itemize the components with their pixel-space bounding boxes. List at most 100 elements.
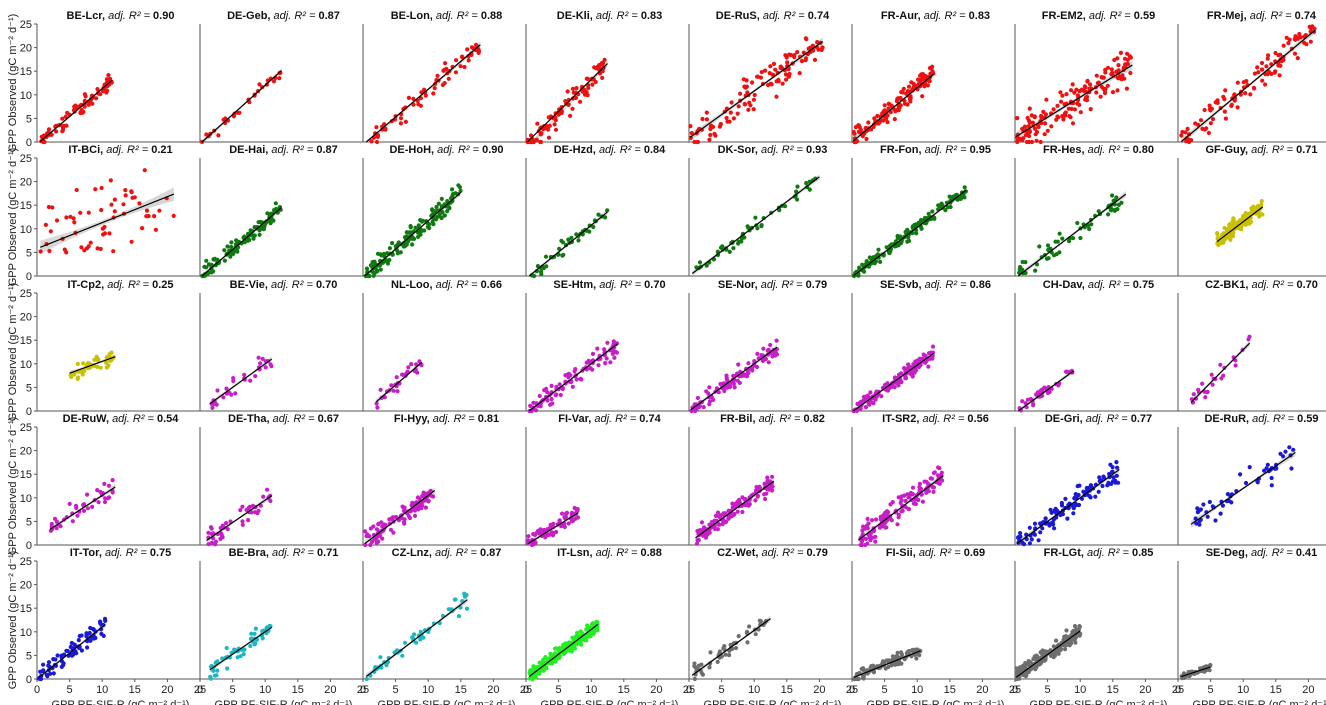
data-point xyxy=(785,60,790,65)
data-point xyxy=(565,89,570,94)
data-point xyxy=(209,540,214,545)
data-point xyxy=(1034,129,1040,135)
data-point xyxy=(692,139,697,145)
data-point xyxy=(604,356,609,361)
data-point xyxy=(910,648,915,653)
data-point xyxy=(1297,31,1302,37)
data-point xyxy=(1075,93,1080,98)
data-point xyxy=(900,90,905,95)
data-point xyxy=(426,498,431,503)
data-point xyxy=(456,614,462,619)
data-point xyxy=(390,241,395,246)
data-point xyxy=(795,184,800,189)
data-point xyxy=(871,124,876,129)
data-point xyxy=(380,536,385,541)
data-point xyxy=(54,526,59,531)
data-point xyxy=(746,107,751,112)
x-tick-label: 5 xyxy=(556,684,562,696)
data-point xyxy=(863,405,869,410)
data-point xyxy=(242,240,247,245)
data-point xyxy=(730,646,735,652)
data-point xyxy=(1032,532,1037,537)
data-point xyxy=(898,234,903,239)
data-point xyxy=(229,244,234,250)
data-point xyxy=(930,69,935,74)
panel-title: DE-RuS, adj. R² = 0.74 xyxy=(716,10,830,22)
data-point xyxy=(1045,390,1050,396)
data-point xyxy=(962,195,967,200)
data-point xyxy=(1179,133,1184,138)
data-point xyxy=(1052,253,1057,258)
panel-fr-hes: FR-Hes, adj. R² = 0.80 xyxy=(1014,144,1178,277)
x-tick-label: 25 xyxy=(520,684,532,696)
data-point xyxy=(1127,54,1132,59)
data-point xyxy=(49,521,54,527)
data-point xyxy=(1122,56,1128,61)
data-point xyxy=(910,485,916,490)
data-point xyxy=(389,119,394,124)
data-point xyxy=(476,47,481,52)
data-point xyxy=(435,73,440,78)
data-point xyxy=(930,209,935,214)
data-point xyxy=(612,341,617,346)
data-point xyxy=(98,365,103,370)
data-point xyxy=(1238,472,1243,477)
x-axis-title: GPP RF-SIF-R (gC m⁻² d⁻¹) xyxy=(704,699,842,705)
data-point xyxy=(38,249,43,254)
fit-line xyxy=(690,346,778,411)
data-point xyxy=(1233,363,1238,368)
panel-de-hai: DE-Hai, adj. R² = 0.87 xyxy=(199,144,363,279)
fit-line xyxy=(1190,451,1296,525)
data-point xyxy=(1099,84,1104,90)
data-point xyxy=(898,95,903,101)
data-point xyxy=(78,369,84,374)
data-point xyxy=(880,659,886,664)
data-point xyxy=(1209,372,1214,377)
data-point xyxy=(79,648,84,653)
data-point xyxy=(731,373,736,378)
data-point xyxy=(1036,124,1041,130)
data-point xyxy=(1202,107,1207,113)
data-point xyxy=(736,239,741,244)
data-point xyxy=(549,383,554,388)
data-point xyxy=(1198,507,1203,512)
x-tick-label: 0 xyxy=(197,684,203,696)
data-point xyxy=(1243,91,1248,96)
data-point xyxy=(1057,250,1062,255)
data-point xyxy=(87,361,92,366)
y-tick-label: 20 xyxy=(20,312,32,324)
data-point xyxy=(767,487,772,492)
data-point xyxy=(736,104,741,109)
data-point xyxy=(890,500,895,505)
y-tick-label: 15 xyxy=(20,603,32,615)
data-point xyxy=(1195,506,1200,511)
data-point xyxy=(903,504,908,510)
data-point xyxy=(1034,138,1039,143)
data-point xyxy=(1061,117,1066,122)
data-point xyxy=(755,493,761,498)
data-point xyxy=(1213,100,1218,105)
panel-de-hzd: DE-Hzd, adj. R² = 0.84 xyxy=(525,144,689,279)
data-point xyxy=(273,201,278,206)
data-point xyxy=(48,671,53,676)
data-point xyxy=(1260,67,1265,72)
data-point xyxy=(62,652,67,657)
data-point xyxy=(896,381,901,386)
data-point xyxy=(594,626,600,631)
data-point xyxy=(755,74,760,79)
data-point xyxy=(268,221,273,226)
data-point xyxy=(257,232,262,237)
data-point xyxy=(387,246,392,251)
data-point xyxy=(860,528,865,533)
data-point xyxy=(222,248,227,253)
data-point xyxy=(71,216,76,221)
data-point xyxy=(1189,138,1194,143)
data-point xyxy=(1185,126,1190,131)
data-point xyxy=(206,542,211,547)
data-point xyxy=(902,366,907,371)
fit-line xyxy=(375,361,423,403)
data-point xyxy=(452,597,457,602)
data-point xyxy=(1027,129,1033,134)
data-point xyxy=(78,210,83,215)
data-point xyxy=(1205,389,1210,395)
